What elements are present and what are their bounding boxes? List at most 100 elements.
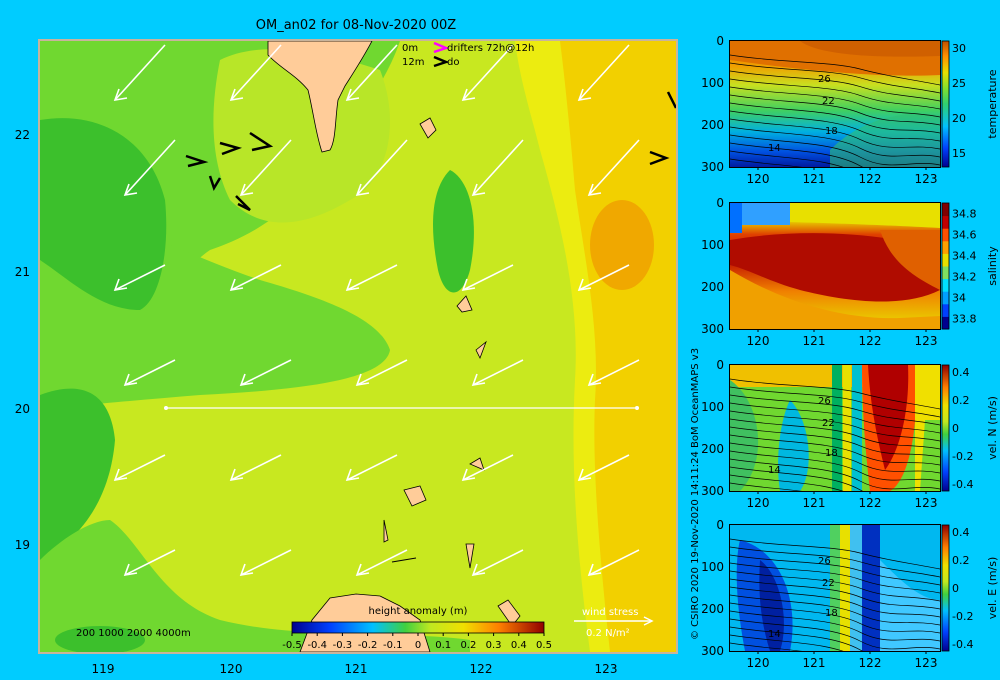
wind-stress-legend-label: wind stress (582, 607, 638, 618)
land-island-6 (383, 519, 389, 543)
isotherm (730, 86, 940, 118)
wind-vector-head (113, 278, 128, 292)
wind-vector (114, 264, 166, 291)
wind-vector-head (577, 278, 592, 292)
colorbar-step (942, 278, 949, 292)
wind-vector-head (471, 373, 486, 387)
wind-vector (462, 44, 514, 101)
section-y-tick: 100 (701, 560, 724, 574)
isotherm (730, 402, 940, 434)
isotherm (730, 142, 864, 167)
map-title: OM_an02 for 08-Nov-2020 00Z (256, 18, 457, 33)
section-y-tick: 200 (701, 280, 724, 294)
colorbar-tick: -0.2 (358, 640, 378, 651)
land-island-5 (403, 485, 427, 507)
colorbar-tick: 0.1 (435, 640, 451, 651)
section-vel-n: 26 22 18 14 (729, 364, 941, 492)
land-island-4 (469, 457, 485, 471)
map-x-tick: 122 (470, 662, 493, 676)
colorbar-tick: 15 (952, 147, 966, 160)
wind-vector-head (355, 373, 370, 387)
section-start-marker (164, 406, 168, 410)
isotherm (730, 642, 803, 651)
section-y-tick: 300 (701, 322, 724, 336)
section-colorbar-label: vel. N (m/s) (986, 396, 999, 460)
isotherm (730, 54, 940, 86)
isotherm (730, 450, 940, 482)
colorbar-frame (941, 202, 950, 330)
isotherm (730, 426, 940, 458)
wind-vector-head (123, 563, 138, 577)
isotherm (730, 394, 940, 426)
wind-vector-head (239, 563, 254, 577)
vele-contour-label: 18 (825, 608, 838, 619)
isotherm (730, 634, 844, 651)
map-x-tick: 121 (345, 662, 368, 676)
section-x-tick: 123 (915, 656, 938, 670)
wind-vector (588, 549, 640, 576)
isotherm (730, 102, 940, 134)
map-panel: 0m drifters 72h@12h 12m do 200 1000 2000… (15, 39, 707, 676)
isotherm (730, 594, 940, 626)
isotherm (730, 442, 940, 474)
wind-vector-head (577, 468, 592, 482)
colorbar-step (942, 291, 949, 305)
isotherm (730, 458, 940, 490)
wind-vector-head (587, 373, 602, 387)
colorbar-step (942, 253, 949, 267)
wind-vector (124, 359, 176, 386)
section-x-tick: 120 (747, 334, 770, 348)
land-island-7 (465, 543, 475, 569)
colorbar-ramp (942, 365, 949, 491)
isotherm (730, 126, 940, 158)
veln-contour-label: 14 (768, 465, 781, 476)
wind-vector-head (577, 88, 592, 102)
colorbar-step (942, 203, 949, 217)
colorbar-step (942, 266, 949, 280)
isotherm (730, 386, 940, 418)
map-x-ticks: 119 120 121 122 123 (92, 662, 618, 676)
wind-vector (462, 454, 514, 481)
section-temperature: 26 22 18 14 (729, 40, 941, 168)
isotherm (730, 410, 940, 442)
drifter-legend-0m: 0m (402, 43, 418, 54)
wind-vector (578, 44, 630, 101)
isotherm (730, 482, 803, 491)
wind-vector (114, 454, 166, 481)
section-y-tick: 200 (701, 118, 724, 132)
wind-vector-head (695, 89, 707, 100)
temp-contour-label: 26 (818, 74, 831, 85)
colorbar-tick: 34 (952, 292, 966, 305)
section-y-tick: 0 (716, 196, 724, 210)
wind-stress-legend-arrowhead (643, 616, 654, 626)
section-x-tick: 122 (859, 172, 882, 186)
wind-vector (240, 549, 292, 576)
contour-darkgreen-3 (40, 388, 115, 560)
map-y-tick: 21 (15, 265, 30, 279)
colorbar-step (942, 240, 949, 254)
colorbar-label: height anomaly (m) (369, 606, 468, 617)
land-island-1 (419, 117, 437, 139)
wind-vector-head (229, 88, 244, 102)
isotherm (730, 546, 940, 578)
section-vel-e: 26 22 18 14 (729, 524, 941, 652)
wind-vector (230, 454, 282, 481)
wind-vector (578, 454, 630, 481)
section-colorbar: 34.8 34.6 34.4 34.2 34 33.8 salinity (941, 202, 999, 330)
isotherm (730, 434, 940, 466)
bathymetry-legend: 200 1000 2000 4000m (76, 628, 191, 639)
wind-vector-head (587, 183, 602, 197)
section-x-tick: 122 (859, 656, 882, 670)
section-colorbar: 0.4 0.2 0 -0.2 -0.4 vel. N (m/s) (941, 364, 999, 492)
colorbar-tick: -0.5 (282, 640, 302, 651)
contour-darkgreen-4 (55, 626, 145, 652)
vele-contour-label: 22 (822, 578, 835, 589)
map-x-tick: 123 (595, 662, 618, 676)
colorbar-tick: 0.3 (486, 640, 502, 651)
land-island-8 (497, 599, 521, 627)
section-colorbar: 0.4 0.2 0 -0.2 -0.4 vel. E (m/s) (941, 524, 999, 652)
colorbar-ramp (942, 525, 949, 651)
isotherm (730, 70, 940, 102)
colorbar-tick: 0 (952, 422, 959, 435)
drifter-tracks (185, 91, 676, 212)
